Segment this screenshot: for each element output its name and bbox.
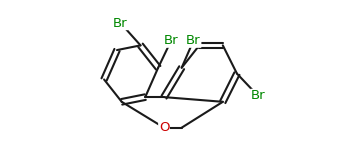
Text: Br: Br [164, 34, 178, 47]
Text: Br: Br [113, 17, 128, 30]
Text: Br: Br [251, 89, 265, 102]
Text: Br: Br [186, 34, 201, 47]
Text: O: O [159, 121, 169, 134]
